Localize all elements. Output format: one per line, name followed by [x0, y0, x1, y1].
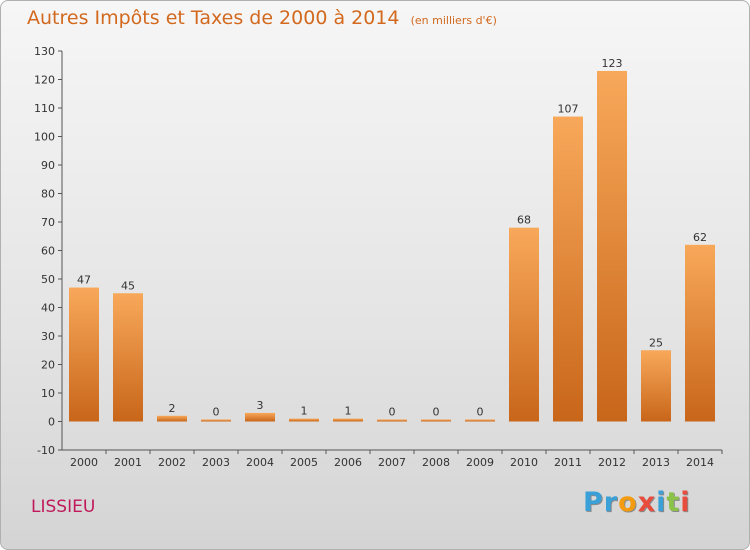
- y-tick-label: -10: [37, 444, 55, 457]
- data-label: 47: [77, 274, 91, 287]
- y-tick-label: 60: [41, 245, 55, 258]
- y-tick-label: 30: [41, 330, 55, 343]
- y-tick-label: 130: [34, 45, 55, 58]
- x-tick-label: 2009: [466, 456, 494, 469]
- x-tick-label: 2000: [70, 456, 98, 469]
- y-tick-label: 10: [41, 387, 55, 400]
- data-label: 2: [169, 402, 176, 415]
- x-tick-label: 2004: [246, 456, 274, 469]
- data-label: 0: [389, 406, 396, 419]
- bar: [377, 419, 407, 422]
- chart-subtitle: (en milliers d'€): [410, 14, 497, 27]
- data-label: 1: [345, 405, 352, 418]
- bar: [509, 227, 539, 422]
- logo-letter: r: [603, 487, 619, 518]
- bar: [113, 293, 143, 422]
- y-tick-label: 90: [41, 159, 55, 172]
- bar: [685, 244, 715, 422]
- x-tick-label: 2007: [378, 456, 406, 469]
- bar: [641, 350, 671, 422]
- y-tick-label: 120: [34, 74, 55, 87]
- bar: [465, 419, 495, 422]
- bar: [421, 419, 451, 422]
- bar: [333, 418, 363, 422]
- x-tick-label: 2011: [554, 456, 582, 469]
- x-tick-label: 2010: [510, 456, 538, 469]
- chart-title: Autres Impôts et Taxes de 2000 à 2014: [27, 7, 400, 29]
- data-label: 0: [433, 406, 440, 419]
- y-tick-label: 50: [41, 273, 55, 286]
- x-tick-label: 2002: [158, 456, 186, 469]
- bar: [245, 412, 275, 422]
- x-tick-label: 2012: [598, 456, 626, 469]
- data-label: 0: [477, 406, 484, 419]
- y-tick-label: 40: [41, 302, 55, 315]
- bar: [553, 116, 583, 422]
- y-tick-label: 20: [41, 359, 55, 372]
- data-label: 107: [558, 103, 579, 116]
- y-tick-label: 0: [48, 416, 55, 429]
- logo-letter: x: [637, 487, 657, 518]
- y-tick-label: 110: [34, 102, 55, 115]
- x-tick-label: 2014: [686, 456, 714, 469]
- chart-title-block: Autres Impôts et Taxes de 2000 à 2014 (e…: [27, 7, 497, 29]
- x-tick-label: 2005: [290, 456, 318, 469]
- logo-letter: o: [618, 487, 638, 518]
- y-tick-label: 70: [41, 216, 55, 229]
- y-tick-label: 100: [34, 131, 55, 144]
- data-label: 1: [301, 405, 308, 418]
- logo-letter: i: [656, 487, 667, 518]
- data-label: 62: [693, 231, 707, 244]
- logo-letter: P: [583, 487, 604, 518]
- data-label: 123: [602, 57, 623, 70]
- x-tick-label: 2006: [334, 456, 362, 469]
- data-label: 68: [517, 214, 531, 227]
- x-tick-label: 2003: [202, 456, 230, 469]
- y-tick-label: 80: [41, 188, 55, 201]
- x-tick-label: 2013: [642, 456, 670, 469]
- bar: [597, 70, 627, 422]
- bar: [289, 418, 319, 422]
- logo-letter: i: [680, 487, 691, 518]
- data-label: 25: [649, 336, 663, 349]
- data-label: 0: [213, 406, 220, 419]
- bar: [201, 419, 231, 422]
- commune-name: LISSIEU: [31, 497, 96, 517]
- proxiti-logo: Proxiti: [583, 487, 691, 518]
- data-label: 3: [257, 399, 264, 412]
- bar: [157, 415, 187, 422]
- bar: [69, 287, 99, 422]
- x-tick-label: 2008: [422, 456, 450, 469]
- data-label: 45: [121, 279, 135, 292]
- logo-letter: t: [666, 487, 681, 518]
- x-tick-label: 2001: [114, 456, 142, 469]
